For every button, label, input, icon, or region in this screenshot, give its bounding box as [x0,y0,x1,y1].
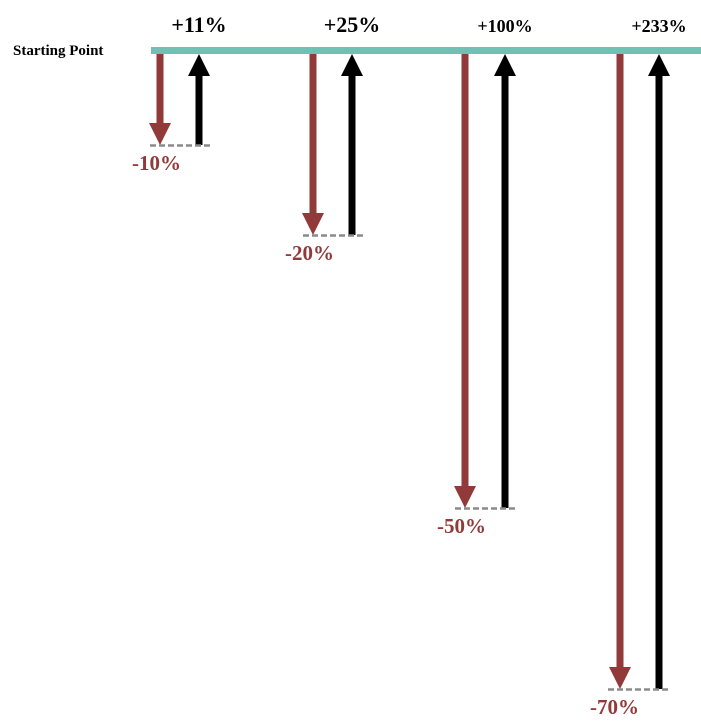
gain-arrow-shaft [655,75,663,689]
loss-arrow-shaft [616,54,624,668]
gain-label: +11% [171,12,226,37]
starting-point-label: Starting Point [13,43,103,59]
gain-label: +233% [631,16,686,36]
loss-arrow-shaft [461,54,469,487]
gain-arrow-head [188,54,210,76]
loss-label: -10% [132,151,181,175]
gain-arrow-head [341,54,363,76]
loss-label: -70% [590,695,639,719]
case-4: -70% +233% [590,16,687,719]
loss-label: -20% [285,241,334,265]
gain-arrow-shaft [195,75,203,145]
gain-arrow-head [648,54,670,76]
gain-arrow-shaft [348,75,356,235]
case-2: -20% +25% [285,12,380,265]
loss-arrow-head [454,486,476,508]
loss-arrow-shaft [156,54,164,124]
starting-point-baseline [151,47,701,54]
loss-label: -50% [437,514,486,538]
loss-arrow-head [149,123,171,145]
loss-arrow-head [609,667,631,689]
gain-arrow-head [494,54,516,76]
gain-arrow-shaft [501,75,509,508]
case-3: -50% +100% [437,16,533,538]
loss-arrow-head [302,213,324,235]
cases-group: -10% +11% -20% +25% -50% +100% -70% +233% [132,12,687,719]
loss-arrow-shaft [309,54,317,214]
gain-label: +25% [324,12,381,37]
case-1: -10% +11% [132,12,227,175]
gain-label: +100% [477,16,532,36]
